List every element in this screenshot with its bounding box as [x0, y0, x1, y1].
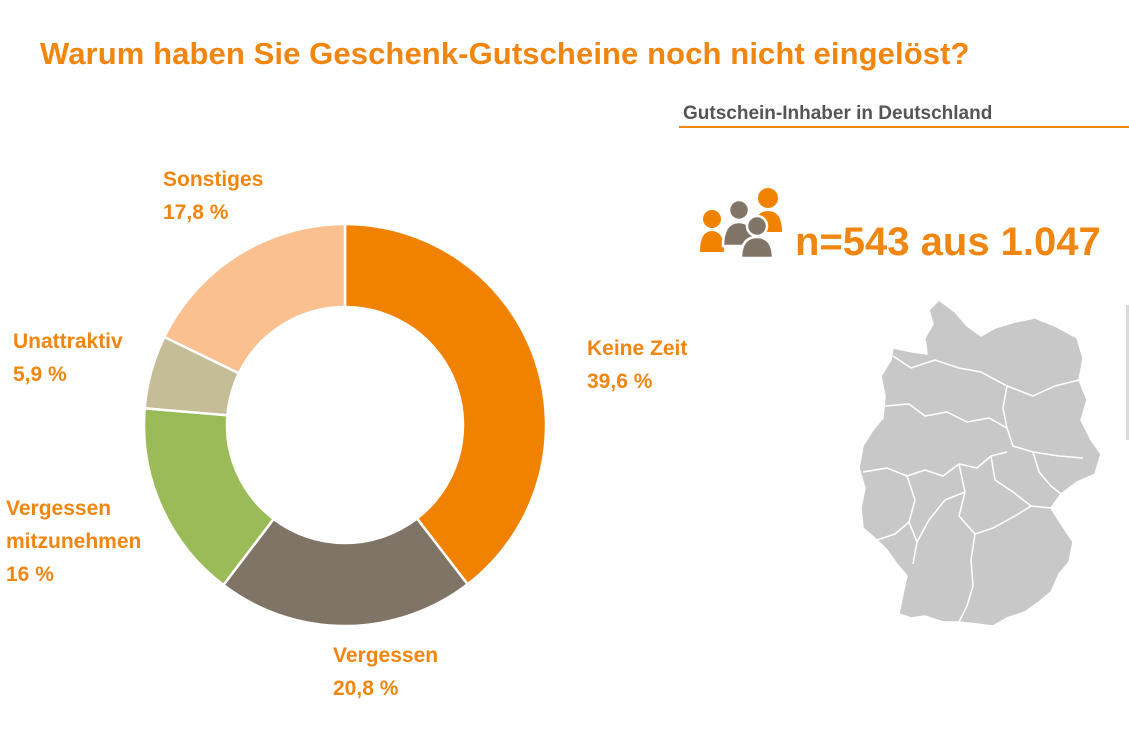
label-keine-zeit: Keine Zeit 39,6 % [587, 332, 687, 398]
sample-size: n=543 aus 1.047 [795, 220, 1101, 264]
label-unattraktiv: Unattraktiv 5,9 % [13, 325, 123, 391]
people-group-icon [700, 188, 782, 258]
subtitle-underline [679, 126, 1129, 128]
label-sonstiges-name: Sonstiges [163, 168, 264, 191]
donut-slice-keine-zeit [343, 222, 548, 587]
label-unattraktiv-value: 5,9 % [13, 363, 67, 386]
label-vergessen-value: 20,8 % [333, 677, 399, 700]
label-vergessen: Vergessen 20,8 % [333, 639, 438, 705]
label-keine-zeit-name: Keine Zeit [587, 337, 688, 360]
label-sonstiges: Sonstiges 17,8 % [163, 163, 263, 229]
donut-slice-sonstiges [162, 222, 347, 375]
donut-slice-vergessen [221, 516, 470, 628]
edge-artifact [1126, 305, 1129, 440]
label-vergessen-mitzunehmen: Vergessen mitzunehmen 16 % [6, 492, 141, 591]
subtitle: Gutschein-Inhaber in Deutschland [683, 103, 993, 124]
label-mitzunehmen-value: 16 % [6, 563, 54, 586]
label-unattraktiv-name: Unattraktiv [13, 330, 123, 353]
label-vergessen-name: Vergessen [333, 644, 439, 667]
label-keine-zeit-value: 39,6 % [587, 370, 653, 393]
label-sonstiges-value: 17,8 % [163, 201, 229, 224]
label-mitzunehmen-name-line1: Vergessen [6, 497, 112, 520]
label-mitzunehmen-name-line2: mitzunehmen [6, 530, 142, 553]
germany-map-icon [858, 299, 1102, 627]
chart-title: Warum haben Sie Geschenk-Gutscheine noch… [40, 36, 970, 71]
